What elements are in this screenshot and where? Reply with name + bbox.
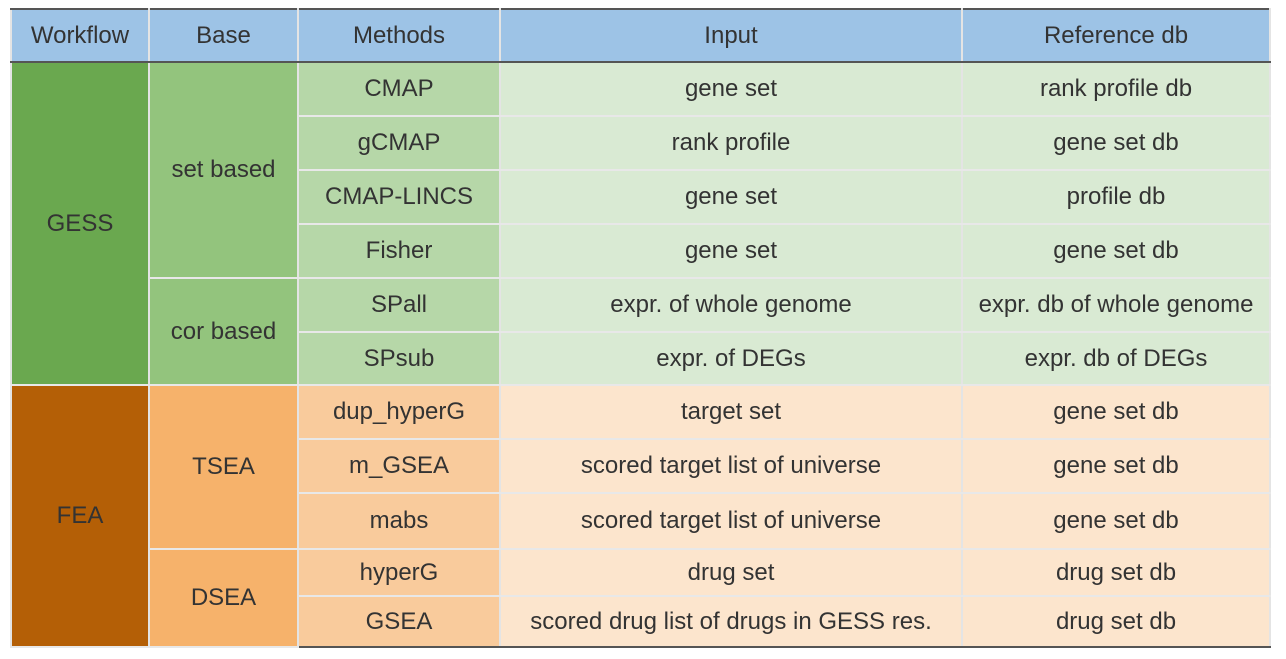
input-cell: gene set bbox=[499, 224, 963, 279]
table-row: GESS set based CMAP gene set rank profil… bbox=[10, 62, 1271, 386]
reference-cell: rank profile db bbox=[961, 62, 1271, 117]
table-row: FEA TSEA dup_hyperG target set gene set … bbox=[10, 384, 1271, 648]
input-cell: rank profile bbox=[499, 116, 963, 171]
reference-cell: gene set db bbox=[961, 384, 1271, 440]
table-row: DSEA hyperG drug set drug set db bbox=[11, 549, 1271, 648]
workflow-cell-fea: FEA bbox=[10, 384, 150, 648]
header-methods: Methods bbox=[297, 8, 501, 63]
reference-cell: gene set db bbox=[961, 493, 1271, 550]
table-row: Fisher gene set gene set db bbox=[11, 224, 1271, 279]
reference-cell: expr. db of DEGs bbox=[961, 332, 1271, 386]
input-cell: gene set bbox=[499, 62, 963, 117]
method-cell: GSEA bbox=[297, 596, 501, 648]
base-cell-cor-based: cor based bbox=[148, 278, 299, 386]
method-cell: CMAP bbox=[297, 62, 501, 117]
method-cell: hyperG bbox=[297, 549, 501, 597]
method-cell: SPsub bbox=[297, 332, 501, 386]
base-cell-set-based: set based bbox=[148, 62, 299, 279]
method-cell: mabs bbox=[297, 493, 501, 550]
table-row: CMAP-LINCS gene set profile db bbox=[11, 170, 1271, 225]
table-row: GSEA scored drug list of drugs in GESS r… bbox=[11, 596, 1271, 648]
method-cell: gCMAP bbox=[297, 116, 501, 171]
reference-cell: drug set db bbox=[961, 596, 1271, 648]
table-row: cor based SPall expr. of whole genome ex… bbox=[11, 278, 1271, 386]
input-cell: drug set bbox=[499, 549, 963, 597]
header-workflow: Workflow bbox=[10, 8, 150, 63]
method-cell: SPall bbox=[297, 278, 501, 333]
reference-cell: expr. db of whole genome bbox=[961, 278, 1271, 333]
base-cell-dsea: DSEA bbox=[148, 549, 299, 648]
input-cell: scored target list of universe bbox=[499, 493, 963, 550]
method-cell: Fisher bbox=[297, 224, 501, 279]
table-row: SPsub expr. of DEGs expr. db of DEGs bbox=[11, 332, 1271, 386]
header-input: Input bbox=[499, 8, 963, 63]
table-row: mabs scored target list of universe gene… bbox=[11, 493, 1271, 550]
header-reference-db: Reference db bbox=[961, 8, 1271, 63]
input-cell: scored target list of universe bbox=[499, 439, 963, 494]
reference-cell: drug set db bbox=[961, 549, 1271, 597]
methods-table: Workflow Base Methods Input Reference db… bbox=[10, 8, 1271, 648]
input-cell: expr. of whole genome bbox=[499, 278, 963, 333]
reference-cell: gene set db bbox=[961, 224, 1271, 279]
header-base: Base bbox=[148, 8, 299, 63]
reference-cell: gene set db bbox=[961, 439, 1271, 494]
reference-cell: profile db bbox=[961, 170, 1271, 225]
method-cell: CMAP-LINCS bbox=[297, 170, 501, 225]
base-cell-tsea: TSEA bbox=[148, 384, 299, 550]
table-row: gCMAP rank profile gene set db bbox=[11, 116, 1271, 171]
reference-cell: gene set db bbox=[961, 116, 1271, 171]
header-row: Workflow Base Methods Input Reference db bbox=[10, 8, 1271, 63]
workflow-cell-gess: GESS bbox=[10, 62, 150, 386]
input-cell: gene set bbox=[499, 170, 963, 225]
method-cell: dup_hyperG bbox=[297, 384, 501, 440]
input-cell: target set bbox=[499, 384, 963, 440]
method-cell: m_GSEA bbox=[297, 439, 501, 494]
input-cell: scored drug list of drugs in GESS res. bbox=[499, 596, 963, 648]
table-row: m_GSEA scored target list of universe ge… bbox=[11, 439, 1271, 494]
input-cell: expr. of DEGs bbox=[499, 332, 963, 386]
